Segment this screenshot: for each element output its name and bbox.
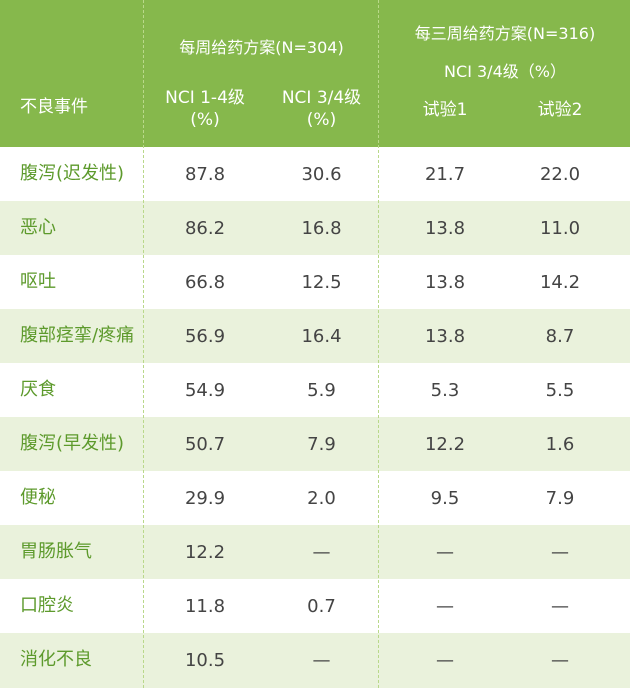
header-nci-1-4-label: NCI 1-4级 [165, 88, 245, 108]
event-name: 口腔炎 [20, 595, 74, 616]
value-nci-3-4: 16.4 [301, 325, 342, 347]
event-name: 腹部痉挛/疼痛 [20, 325, 135, 346]
value-trial-1: 5.3 [430, 379, 460, 401]
header-triweekly-regimen: 每三周给药方案(N=316) [414, 24, 596, 43]
value-nci-1-4: 54.9 [184, 379, 226, 401]
value-trial-1: 13.8 [424, 325, 466, 347]
value-trial-2: 7.9 [545, 487, 575, 509]
table-header: 不良事件 每周给药方案(N=304) NCI 1-4级 (%) NCI 3/4级… [0, 0, 630, 147]
value-nci-1-4: 11.8 [184, 595, 226, 617]
value-trial-1: 9.5 [430, 487, 460, 509]
value-nci-3-4: — [312, 541, 331, 563]
value-nci-3-4: 7.9 [307, 433, 336, 455]
table-row: 恶心 86.2 16.8 13.8 11.0 [0, 201, 630, 255]
value-trial-2: 8.7 [545, 325, 575, 347]
value-nci-3-4: 0.7 [307, 595, 336, 617]
event-name: 厌食 [20, 379, 56, 400]
value-nci-3-4: 12.5 [301, 271, 342, 293]
event-name: 呕吐 [20, 271, 56, 292]
value-nci-3-4: 30.6 [301, 163, 342, 185]
header-nci-3-4-label: NCI 3/4级 [281, 88, 362, 108]
event-name: 恶心 [20, 217, 56, 238]
value-trial-1: 21.7 [424, 163, 466, 185]
column-divider [378, 0, 379, 688]
value-nci-1-4: 12.2 [184, 541, 226, 563]
value-trial-2: 14.2 [539, 271, 581, 293]
value-trial-2: 5.5 [545, 379, 575, 401]
value-trial-2: — [551, 541, 569, 563]
event-name: 腹泻(迟发性) [20, 163, 125, 184]
header-adverse-event: 不良事件 [20, 97, 88, 117]
value-nci-1-4: 29.9 [184, 487, 226, 509]
header-trial-1: 试验1 [422, 100, 468, 120]
value-trial-1: 13.8 [424, 217, 466, 239]
table-row: 腹部痉挛/疼痛 56.9 16.4 13.8 8.7 [0, 309, 630, 363]
table-row: 腹泻(早发性) 50.7 7.9 12.2 1.6 [0, 417, 630, 471]
value-nci-3-4: 2.0 [307, 487, 336, 509]
header-triweekly-grade: NCI 3/4级（%） [444, 62, 566, 81]
value-trial-1: — [436, 595, 454, 617]
table-row: 呕吐 66.8 12.5 13.8 14.2 [0, 255, 630, 309]
value-nci-3-4: 5.9 [307, 379, 336, 401]
value-nci-1-4: 56.9 [184, 325, 226, 347]
event-name: 便秘 [20, 487, 56, 508]
table-row: 腹泻(迟发性) 87.8 30.6 21.7 22.0 [0, 147, 630, 201]
event-name: 胃肠胀气 [20, 541, 92, 562]
value-trial-2: — [551, 595, 569, 617]
table-row: 消化不良 10.5 — — — [0, 633, 630, 688]
event-name: 消化不良 [20, 649, 92, 670]
header-trial-2: 试验2 [537, 100, 583, 120]
value-trial-2: — [551, 649, 569, 671]
header-weekly-regimen: 每周给药方案(N=304) [179, 38, 344, 57]
value-trial-1: 12.2 [424, 433, 466, 455]
value-trial-2: 1.6 [545, 433, 575, 455]
value-nci-1-4: 10.5 [184, 649, 226, 671]
value-nci-1-4: 86.2 [184, 217, 226, 239]
table-row: 胃肠胀气 12.2 — — — [0, 525, 630, 579]
value-nci-1-4: 66.8 [184, 271, 226, 293]
value-nci-1-4: 50.7 [184, 433, 226, 455]
value-nci-3-4: 16.8 [301, 217, 342, 239]
value-trial-2: 11.0 [539, 217, 581, 239]
value-trial-1: — [436, 649, 454, 671]
table-row: 便秘 29.9 2.0 9.5 7.9 [0, 471, 630, 525]
column-divider [143, 0, 144, 688]
value-trial-1: — [436, 541, 454, 563]
header-nci-3-4-unit: (%) [306, 110, 337, 130]
event-name: 腹泻(早发性) [20, 433, 125, 454]
value-nci-3-4: — [312, 649, 331, 671]
value-trial-2: 22.0 [539, 163, 581, 185]
table-row: 厌食 54.9 5.9 5.3 5.5 [0, 363, 630, 417]
header-nci-1-4-unit: (%) [190, 110, 220, 130]
value-nci-1-4: 87.8 [184, 163, 226, 185]
table-row: 口腔炎 11.8 0.7 — — [0, 579, 630, 633]
value-trial-1: 13.8 [424, 271, 466, 293]
